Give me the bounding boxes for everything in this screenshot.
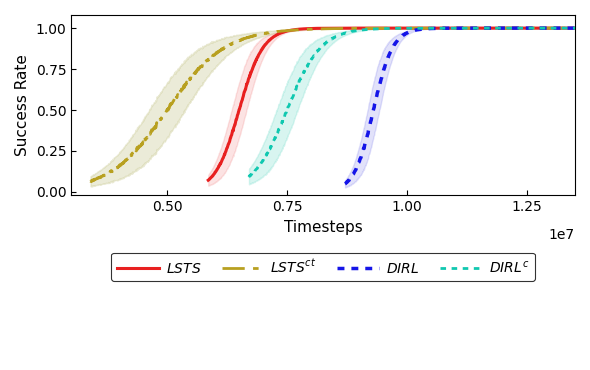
Legend: $LSTS$, $LSTS^{ct}$, $DIRL$, $DIRL^{c}$: $LSTS$, $LSTS^{ct}$, $DIRL$, $DIRL^{c}$ bbox=[112, 253, 535, 281]
Y-axis label: Success Rate: Success Rate bbox=[15, 54, 30, 156]
Text: 1e7: 1e7 bbox=[549, 228, 575, 242]
X-axis label: Timesteps: Timesteps bbox=[284, 219, 362, 235]
